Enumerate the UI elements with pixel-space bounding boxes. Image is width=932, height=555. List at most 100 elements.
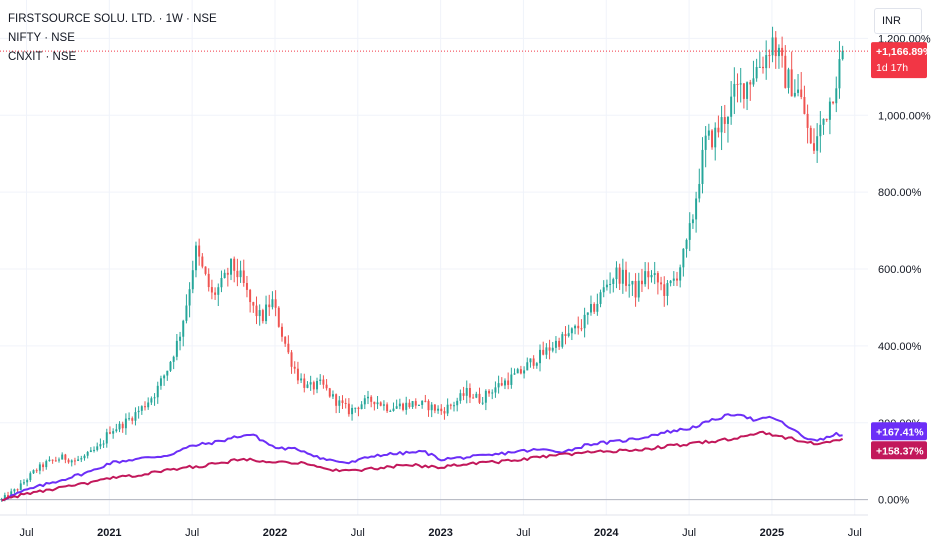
candle-body — [35, 470, 38, 472]
candle-body — [93, 449, 96, 451]
candle-body — [726, 116, 729, 124]
candle-body — [510, 374, 513, 385]
candle-body — [201, 256, 204, 267]
candle-body — [13, 489, 16, 492]
candle-body — [296, 368, 299, 381]
candle-body — [714, 127, 717, 148]
candle-body — [398, 403, 401, 407]
candle-body — [781, 47, 784, 56]
candle-body — [507, 380, 510, 385]
candle-body — [526, 362, 529, 371]
candle-body — [599, 292, 602, 304]
candle-body — [108, 432, 111, 434]
time-scale[interactable]: Jul 2021 Jul 2022 Jul 2023 Jul 2024 Jul 2025 Jul — [19, 527, 861, 539]
candle-body — [478, 393, 481, 403]
candle-body — [344, 402, 347, 404]
candle-body — [589, 304, 592, 313]
candle-body — [762, 66, 764, 69]
candle-body — [758, 66, 761, 68]
candle-body — [583, 314, 586, 329]
candle-body — [417, 404, 420, 406]
candle-body — [287, 343, 290, 353]
candle-body — [596, 303, 599, 312]
candle-body — [551, 347, 554, 351]
nifty-last-badge — [871, 422, 927, 441]
candle-body — [698, 183, 701, 199]
candle-body — [707, 130, 710, 136]
candle-body — [274, 299, 277, 308]
candle-body — [118, 423, 121, 430]
candle-body — [806, 113, 809, 128]
candle-body — [223, 272, 226, 279]
candle-body — [717, 127, 720, 133]
candle-body — [774, 37, 777, 57]
currency-button[interactable]: INR — [874, 8, 922, 34]
candle-body — [191, 270, 194, 290]
candle-body — [163, 375, 166, 379]
candle-body — [672, 278, 675, 281]
candle-body — [7, 495, 10, 497]
candle-body — [688, 223, 691, 240]
candle-body — [800, 89, 803, 98]
candle-body — [338, 400, 341, 406]
candle-body — [812, 143, 815, 151]
candle-body — [77, 459, 80, 461]
legend-main-symbol[interactable]: FIRSTSOURCE SOLU. LTD. · 1W · NSE — [8, 13, 217, 25]
candle-body — [564, 334, 567, 336]
candle-body — [258, 310, 261, 317]
candle-body — [602, 287, 605, 293]
candle-body — [194, 245, 197, 271]
candle-body — [615, 267, 618, 280]
candle-body — [462, 393, 465, 396]
main-countdown: 1d 17h — [876, 62, 908, 74]
candle-body — [48, 459, 51, 462]
candle-body — [236, 270, 239, 278]
candle-body — [644, 271, 647, 285]
x-tick-label: 2021 — [97, 527, 121, 539]
candle-body — [96, 446, 99, 450]
x-tick-label: Jul — [516, 527, 530, 539]
candle-body — [309, 382, 312, 385]
candle-body — [67, 459, 70, 463]
candle-body — [29, 473, 32, 481]
legend-cnxit[interactable]: CNXIT · NSE — [8, 51, 77, 63]
candle-body — [312, 382, 315, 390]
candle-body — [61, 454, 64, 460]
candle-body — [354, 407, 357, 409]
candle-body — [54, 460, 57, 462]
candle-body — [351, 407, 354, 415]
candle-body — [19, 483, 22, 490]
candle-body — [691, 219, 694, 224]
candle-body — [634, 280, 637, 298]
candle-body — [532, 358, 535, 366]
candle-body — [465, 388, 468, 396]
candle-body — [239, 270, 242, 278]
candles — [0, 26, 844, 502]
candle-body — [210, 287, 213, 293]
candle-body — [389, 410, 392, 412]
candle-body — [618, 267, 621, 284]
legend-nifty[interactable]: NIFTY · NSE — [8, 32, 75, 44]
candle-body — [265, 304, 268, 322]
candle-body — [411, 401, 414, 407]
cnxit-line — [1, 430, 844, 502]
candle-body — [739, 83, 742, 85]
candle-body — [481, 402, 484, 404]
candle-body — [185, 305, 188, 321]
candle-body — [156, 385, 159, 398]
candle-body — [45, 461, 48, 468]
candle-body — [593, 304, 596, 312]
candle-body — [293, 366, 296, 369]
candle-body — [819, 124, 822, 137]
candle-body — [832, 101, 835, 104]
candle-body — [453, 405, 455, 407]
candle-body — [554, 340, 557, 348]
candle-body — [382, 404, 385, 406]
candle-body — [628, 284, 631, 286]
candle-body — [625, 269, 628, 286]
price-badges: +1,166.89% 1d 17h +167.41% +158.37% — [871, 42, 932, 460]
candle-body — [535, 363, 538, 366]
candle-body — [280, 326, 283, 337]
